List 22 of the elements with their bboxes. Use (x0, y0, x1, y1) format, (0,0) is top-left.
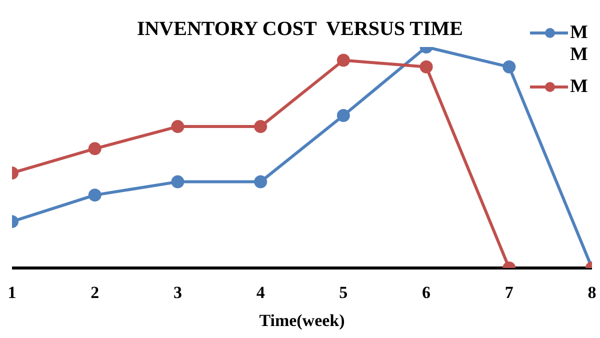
point (88, 188, 102, 202)
x-tick-label: 2 (90, 283, 100, 302)
point (254, 120, 268, 134)
point (420, 60, 433, 74)
x-tick-label: 3 (173, 283, 182, 302)
x-tick-label: 8 (588, 283, 596, 302)
point (171, 175, 184, 188)
chart-title: INVENTORY COST VERSUS TIME (136, 18, 464, 40)
x-tick-label: 6 (422, 283, 431, 302)
point (88, 142, 102, 156)
x-tick-label: 7 (504, 283, 514, 302)
x-tick-label: 4 (256, 283, 266, 302)
legend-label: M M (570, 22, 589, 66)
x-tick-label: 1 (8, 283, 16, 302)
point (336, 54, 350, 67)
legend-label: M (570, 76, 589, 98)
point (254, 175, 268, 188)
x-tick-label: 5 (339, 283, 348, 302)
point (171, 120, 184, 134)
x-axis-title: Time(week) (259, 311, 345, 330)
point (502, 60, 516, 74)
point (336, 109, 350, 122)
